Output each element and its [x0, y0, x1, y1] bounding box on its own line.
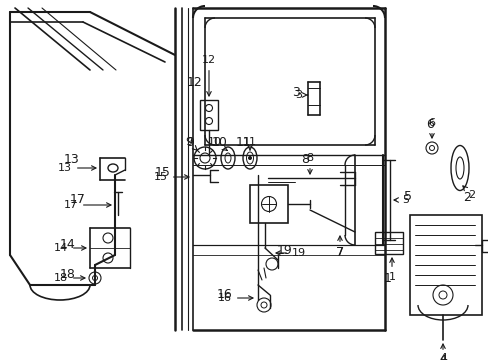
Text: 9: 9 — [185, 136, 194, 149]
Ellipse shape — [224, 153, 230, 163]
Ellipse shape — [438, 291, 446, 299]
Text: 4: 4 — [439, 344, 446, 360]
Ellipse shape — [92, 275, 97, 280]
Text: 17: 17 — [70, 193, 86, 207]
Text: 18: 18 — [60, 267, 76, 280]
Text: 3: 3 — [291, 85, 299, 99]
Ellipse shape — [243, 147, 257, 169]
Text: 19: 19 — [275, 248, 305, 258]
Text: 1: 1 — [387, 258, 395, 282]
Ellipse shape — [248, 157, 251, 159]
Ellipse shape — [265, 258, 278, 270]
Text: 2: 2 — [462, 192, 470, 204]
Ellipse shape — [450, 145, 468, 190]
Text: 3: 3 — [294, 90, 307, 100]
Text: 2: 2 — [462, 186, 474, 200]
Text: 12: 12 — [187, 76, 203, 89]
Text: 12: 12 — [202, 55, 216, 96]
Text: 17: 17 — [64, 200, 111, 210]
Text: 16: 16 — [217, 288, 232, 301]
Text: 10: 10 — [212, 136, 227, 149]
Bar — [409, 215, 481, 315]
Text: 4: 4 — [438, 351, 446, 360]
Ellipse shape — [432, 285, 452, 305]
Text: 15: 15 — [154, 172, 188, 182]
Text: 1: 1 — [383, 271, 391, 284]
Text: 8: 8 — [301, 153, 308, 166]
Text: 7: 7 — [335, 246, 343, 258]
Ellipse shape — [425, 142, 437, 154]
Ellipse shape — [103, 233, 113, 243]
Text: 5: 5 — [393, 195, 408, 205]
Text: 13: 13 — [64, 153, 80, 166]
Ellipse shape — [257, 298, 270, 312]
Text: 6: 6 — [427, 118, 435, 138]
Text: 6: 6 — [425, 118, 433, 131]
Text: 5: 5 — [403, 190, 411, 203]
Ellipse shape — [246, 152, 253, 164]
Text: 8: 8 — [306, 153, 313, 174]
Ellipse shape — [261, 197, 276, 211]
Text: 7: 7 — [336, 236, 343, 257]
Ellipse shape — [200, 153, 209, 163]
Text: 19: 19 — [277, 243, 292, 256]
Ellipse shape — [89, 272, 101, 284]
Bar — [249, 185, 287, 223]
Ellipse shape — [194, 147, 216, 169]
Ellipse shape — [205, 117, 212, 125]
Ellipse shape — [205, 104, 212, 112]
Text: 14: 14 — [60, 238, 76, 251]
Text: 9: 9 — [184, 137, 197, 150]
Text: 15: 15 — [155, 166, 171, 180]
Ellipse shape — [108, 164, 118, 172]
Text: 11: 11 — [243, 137, 257, 150]
Bar — [200, 100, 218, 130]
Ellipse shape — [455, 157, 463, 179]
Text: 11: 11 — [236, 136, 251, 149]
Ellipse shape — [103, 253, 113, 263]
Text: 16: 16 — [218, 293, 252, 303]
Text: 14: 14 — [54, 243, 86, 253]
Ellipse shape — [221, 147, 235, 169]
Text: 18: 18 — [54, 273, 85, 283]
Ellipse shape — [428, 145, 434, 150]
Ellipse shape — [261, 302, 266, 308]
Text: 10: 10 — [207, 137, 227, 150]
Text: 13: 13 — [58, 163, 96, 173]
Bar — [374, 232, 402, 254]
